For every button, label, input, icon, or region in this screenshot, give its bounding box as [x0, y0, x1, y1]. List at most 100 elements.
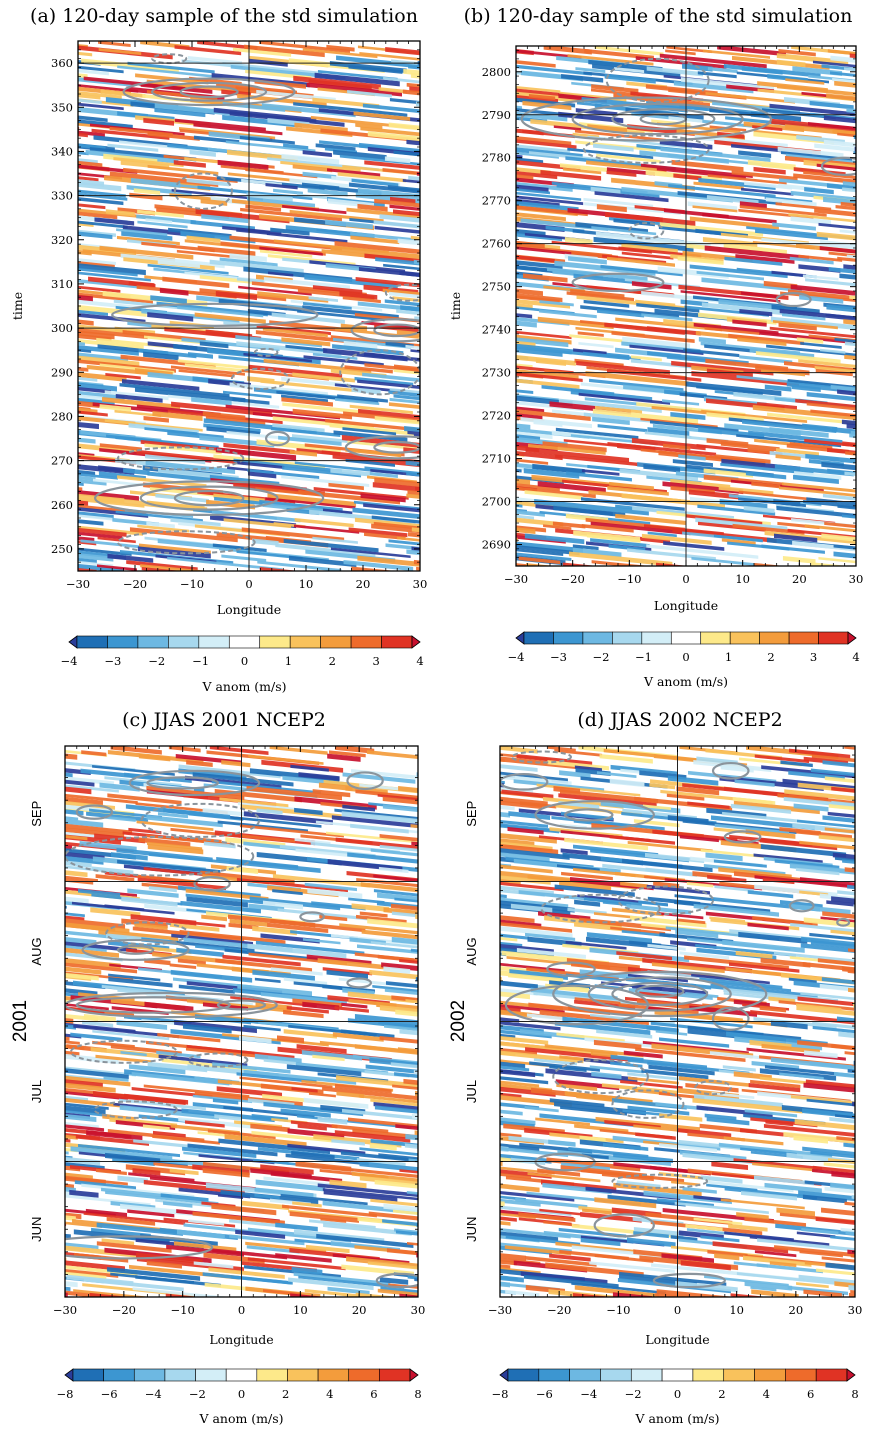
shading-streak — [65, 875, 98, 882]
colorbar-cell — [754, 1368, 786, 1382]
shading-streak — [25, 973, 59, 980]
shading-streak — [606, 170, 637, 177]
shading-streak — [740, 1190, 797, 1201]
shading-streak — [631, 281, 672, 290]
colorbar-tick-label: 2 — [282, 1387, 289, 1401]
shading-streak — [460, 857, 499, 864]
shading-streak — [848, 987, 855, 993]
shading-streak — [735, 950, 773, 959]
shading-streak — [303, 302, 352, 310]
shading-streak — [107, 793, 182, 805]
shading-streak — [611, 331, 695, 343]
contour-solid — [775, 292, 812, 308]
shading-streak — [348, 527, 408, 538]
shading-streak — [830, 1235, 855, 1241]
shading-streak — [134, 387, 246, 403]
shading-streak — [674, 1201, 769, 1215]
shading-streak — [689, 216, 779, 230]
y-tick-label: 300 — [51, 321, 73, 335]
shading-streak — [806, 1098, 855, 1107]
shading-streak — [307, 188, 348, 197]
shading-streak — [358, 408, 420, 420]
shading-streak — [137, 877, 226, 891]
shading-streak — [78, 309, 109, 316]
contour-solid — [65, 1235, 214, 1260]
shading-streak — [622, 336, 691, 349]
shading-streak — [275, 1222, 318, 1232]
shading-streak — [755, 351, 841, 364]
shading-streak — [563, 439, 624, 448]
shading-streak — [385, 543, 420, 551]
shading-streak — [574, 899, 601, 907]
shading-streak — [593, 143, 634, 152]
shading-streak — [407, 1275, 418, 1280]
shading-streak — [98, 47, 142, 56]
shading-streak — [862, 104, 873, 112]
shading-streak — [560, 789, 659, 804]
shading-streak — [500, 1069, 536, 1078]
shading-streak — [516, 255, 555, 263]
shading-streak — [616, 951, 673, 961]
shading-streak — [312, 352, 358, 360]
shading-streak — [868, 192, 873, 202]
shading-streak — [609, 481, 654, 490]
shading-streak — [731, 170, 798, 181]
shading-streak — [415, 914, 418, 920]
shading-streak — [262, 900, 303, 910]
shading-streak — [374, 416, 420, 425]
shading-streak — [95, 1054, 152, 1064]
shading-streak — [78, 231, 113, 240]
shading-streak — [516, 527, 536, 535]
shading-streak — [774, 464, 854, 477]
shading-streak — [516, 406, 545, 413]
shading-streak — [105, 209, 135, 217]
shading-streak — [549, 1065, 587, 1073]
shading-streak — [522, 273, 568, 283]
shading-streak — [500, 1216, 517, 1222]
contour-dashed — [116, 446, 245, 471]
shading-streak — [613, 1152, 674, 1164]
shading-streak — [476, 345, 510, 351]
shading-streak — [275, 543, 376, 558]
shading-streak — [720, 441, 780, 452]
shading-streak — [260, 992, 347, 1005]
shading-streak — [120, 1203, 209, 1218]
shading-streak — [830, 929, 855, 936]
shading-streak — [525, 1047, 630, 1062]
shading-streak — [402, 89, 420, 96]
colorbar-cell — [164, 1368, 196, 1382]
shading-streak — [869, 1175, 873, 1183]
shading-streak — [191, 397, 232, 406]
shading-streak — [516, 288, 543, 296]
shading-streak — [438, 981, 503, 992]
colorbar-tick-label: 4 — [852, 650, 859, 664]
shading-streak — [589, 1261, 675, 1273]
shading-streak — [500, 881, 564, 892]
shading-streak — [741, 66, 783, 75]
shading-streak — [354, 1013, 418, 1026]
shading-streak — [780, 760, 813, 768]
shading-streak — [693, 903, 780, 917]
shading-streak — [856, 845, 873, 855]
shading-streak — [850, 1253, 855, 1258]
shading-streak — [793, 1135, 829, 1144]
shading-streak — [649, 783, 676, 790]
shading-streak — [424, 1235, 499, 1245]
shading-streak — [500, 875, 551, 885]
shading-streak — [773, 951, 855, 963]
x-tick-label: −10 — [180, 577, 204, 591]
shading-streak — [500, 941, 523, 947]
shading-streak — [543, 1220, 580, 1228]
shading-streak — [272, 889, 303, 896]
shading-streak — [240, 207, 342, 222]
shading-streak — [789, 256, 834, 265]
shading-streak — [500, 922, 573, 933]
shading-streak — [585, 1186, 681, 1200]
shading-streak — [863, 465, 873, 473]
contour-dashed — [116, 530, 256, 555]
shading-streak — [78, 203, 106, 210]
shading-streak — [525, 1256, 597, 1267]
shading-streak — [78, 267, 138, 277]
shading-streak — [192, 1211, 285, 1225]
